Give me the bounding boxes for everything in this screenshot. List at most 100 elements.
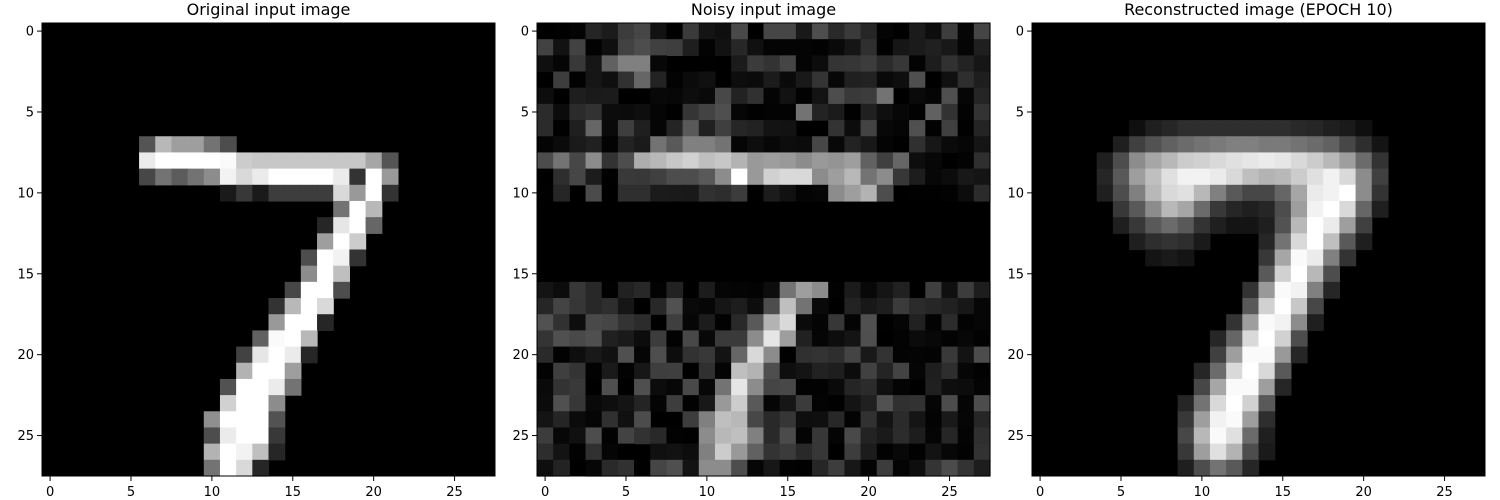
pixel xyxy=(666,395,684,412)
pixel xyxy=(1177,443,1195,461)
pixel xyxy=(941,103,959,121)
pixel xyxy=(714,459,732,477)
pixel xyxy=(779,55,797,73)
pixel xyxy=(634,152,651,170)
pixel xyxy=(1209,362,1227,380)
y-tick-label: 5 xyxy=(26,105,34,120)
pixel xyxy=(763,87,781,105)
pixel xyxy=(1339,168,1357,186)
pixel xyxy=(812,298,829,315)
pixel xyxy=(844,136,862,154)
pixel xyxy=(909,184,926,202)
pixel xyxy=(317,314,334,331)
pixel xyxy=(1209,443,1227,461)
pixel xyxy=(698,55,716,73)
pixel xyxy=(941,281,959,299)
pixel xyxy=(171,152,189,170)
pixel xyxy=(601,152,619,170)
pixel xyxy=(860,87,878,105)
pixel xyxy=(957,71,975,89)
pixel xyxy=(925,39,943,56)
pixel xyxy=(747,184,765,202)
pixel xyxy=(1339,184,1357,202)
pixel xyxy=(300,346,318,364)
pixel xyxy=(300,249,318,267)
pixel xyxy=(650,103,668,121)
pixel xyxy=(537,330,554,348)
pixel xyxy=(925,314,943,331)
pixel xyxy=(317,217,334,234)
pixel xyxy=(682,184,700,202)
pixel xyxy=(973,168,991,186)
pixel xyxy=(1242,281,1260,299)
pixel xyxy=(585,152,603,170)
pixel xyxy=(941,55,959,73)
pixel xyxy=(1258,298,1276,315)
pixel xyxy=(876,87,894,105)
pixel xyxy=(585,168,603,186)
pixel xyxy=(698,330,716,348)
pixel xyxy=(779,443,797,461)
pixel xyxy=(1355,120,1373,137)
pixel xyxy=(1193,200,1211,218)
pixel xyxy=(973,39,991,56)
pixel xyxy=(941,39,959,56)
pixel xyxy=(553,298,570,315)
pixel xyxy=(666,71,684,89)
pixel xyxy=(957,362,975,380)
pixel xyxy=(1193,411,1211,429)
pixel xyxy=(203,136,221,154)
pixel xyxy=(957,87,975,105)
pixel xyxy=(537,298,554,315)
pixel xyxy=(763,395,781,412)
pixel xyxy=(650,378,668,396)
pixel xyxy=(828,378,845,396)
pixel xyxy=(1112,217,1130,234)
pixel xyxy=(1258,395,1276,412)
pixel xyxy=(876,298,894,315)
pixel xyxy=(941,87,959,105)
pixel xyxy=(1307,298,1324,315)
pixel xyxy=(779,346,797,364)
pixel xyxy=(219,184,237,202)
pixel xyxy=(569,103,587,121)
pixel xyxy=(569,298,587,315)
pixel xyxy=(203,411,221,429)
pixel xyxy=(1242,217,1260,234)
pixel xyxy=(973,378,991,396)
pixel xyxy=(828,103,845,121)
pixel xyxy=(1226,217,1243,234)
pixel xyxy=(779,330,797,348)
pixel xyxy=(585,459,603,477)
pixel xyxy=(349,233,367,251)
pixel xyxy=(763,362,781,380)
pixel xyxy=(1193,152,1211,170)
pixel xyxy=(333,233,350,251)
pixel xyxy=(1242,378,1260,396)
pixel xyxy=(828,314,845,331)
pixel xyxy=(601,136,619,154)
pixel xyxy=(812,314,829,331)
pixel xyxy=(1161,120,1179,137)
pixel xyxy=(682,87,700,105)
pixel xyxy=(1177,184,1195,202)
pixel xyxy=(876,120,894,137)
pixel xyxy=(1193,378,1211,396)
x-tick-label: 15 xyxy=(779,485,796,500)
pixel xyxy=(569,362,587,380)
pixel xyxy=(617,459,635,477)
pixel xyxy=(569,71,587,89)
pixel xyxy=(941,330,959,348)
pixel xyxy=(779,281,797,299)
pixel xyxy=(1242,395,1260,412)
x-tick-label: 0 xyxy=(1036,485,1044,500)
pixel xyxy=(795,39,813,56)
pixel xyxy=(617,55,635,73)
pixel xyxy=(553,152,570,170)
pixel xyxy=(155,168,173,186)
pixel xyxy=(698,71,716,89)
pixel xyxy=(553,103,570,121)
pixel xyxy=(795,281,813,299)
pixel xyxy=(1242,443,1260,461)
pixel xyxy=(553,314,570,331)
